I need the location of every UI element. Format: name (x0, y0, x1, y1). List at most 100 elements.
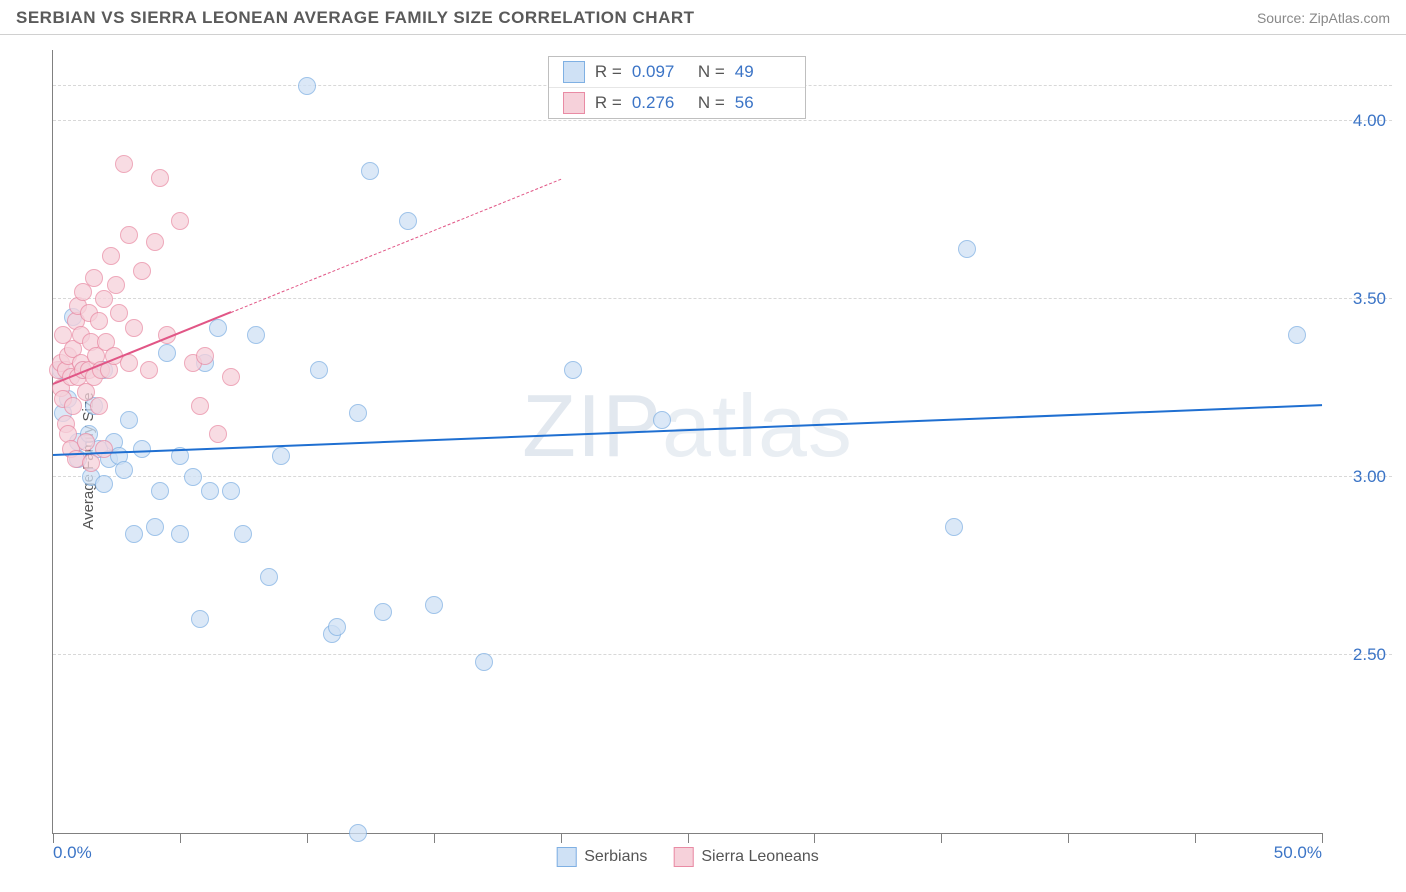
data-point (85, 269, 103, 287)
data-point (310, 361, 328, 379)
n-value: 56 (735, 93, 791, 113)
data-point (272, 447, 290, 465)
n-value: 49 (735, 62, 791, 82)
data-point (146, 518, 164, 536)
legend-item: Sierra Leoneans (673, 847, 818, 867)
chart-area: Average Family Size ZIPatlas 2.503.003.5… (26, 40, 1396, 882)
data-point (425, 596, 443, 614)
data-point (361, 162, 379, 180)
legend-item: Serbians (556, 847, 647, 867)
n-label: N = (698, 62, 725, 82)
data-point (95, 440, 113, 458)
x-tick (53, 833, 54, 843)
y-tick-label: 3.00 (1353, 467, 1386, 487)
series-legend: Serbians Sierra Leoneans (556, 847, 819, 867)
data-point (653, 411, 671, 429)
data-point (64, 397, 82, 415)
chart-header: SERBIAN VS SIERRA LEONEAN AVERAGE FAMILY… (0, 0, 1406, 35)
data-point (115, 461, 133, 479)
data-point (475, 653, 493, 671)
data-point (945, 518, 963, 536)
data-point (125, 319, 143, 337)
r-value: 0.097 (632, 62, 688, 82)
r-label: R = (595, 62, 622, 82)
legend-swatch (563, 61, 585, 83)
x-tick (434, 833, 435, 843)
legend-swatch (563, 92, 585, 114)
legend-label: Sierra Leoneans (701, 848, 818, 866)
r-label: R = (595, 93, 622, 113)
x-tick (180, 833, 181, 843)
data-point (191, 610, 209, 628)
data-point (82, 454, 100, 472)
data-point (146, 233, 164, 251)
trend-line (230, 179, 560, 313)
data-point (1288, 326, 1306, 344)
data-point (133, 440, 151, 458)
y-tick-label: 3.50 (1353, 289, 1386, 309)
trend-line (53, 404, 1322, 456)
x-tick (941, 833, 942, 843)
data-point (120, 226, 138, 244)
source-prefix: Source: (1257, 10, 1309, 26)
gridline (53, 298, 1392, 299)
legend-row: R = 0.097 N = 49 (549, 57, 805, 87)
data-point (222, 368, 240, 386)
legend-label: Serbians (584, 848, 647, 866)
gridline (53, 476, 1392, 477)
x-tick (1068, 833, 1069, 843)
x-tick (561, 833, 562, 843)
data-point (260, 568, 278, 586)
y-tick-label: 2.50 (1353, 645, 1386, 665)
legend-swatch (673, 847, 693, 867)
data-point (95, 290, 113, 308)
x-tick (814, 833, 815, 843)
data-point (120, 411, 138, 429)
r-value: 0.276 (632, 93, 688, 113)
data-point (107, 276, 125, 294)
plot-region: ZIPatlas 2.503.003.504.000.0%50.0%R =0.0… (52, 50, 1322, 834)
data-point (90, 397, 108, 415)
data-point (151, 169, 169, 187)
data-point (90, 312, 108, 330)
data-point (140, 361, 158, 379)
n-label: N = (698, 93, 725, 113)
x-tick (1195, 833, 1196, 843)
data-point (125, 525, 143, 543)
data-point (151, 482, 169, 500)
data-point (196, 347, 214, 365)
data-point (298, 77, 316, 95)
gridline (53, 654, 1392, 655)
y-tick-label: 4.00 (1353, 111, 1386, 131)
data-point (209, 425, 227, 443)
gridline (53, 120, 1392, 121)
data-point (110, 304, 128, 322)
correlation-legend: R = 0.097 N = 49 R = 0.276 N = 56 (548, 56, 806, 119)
data-point (958, 240, 976, 258)
legend-swatch (556, 847, 576, 867)
data-point (171, 212, 189, 230)
data-point (158, 344, 176, 362)
legend-row: R = 0.276 N = 56 (549, 87, 805, 118)
data-point (349, 404, 367, 422)
data-point (184, 468, 202, 486)
data-point (102, 247, 120, 265)
data-point (247, 326, 265, 344)
data-point (234, 525, 252, 543)
data-point (399, 212, 417, 230)
x-tick (1322, 833, 1323, 843)
chart-source: Source: ZipAtlas.com (1257, 10, 1390, 26)
data-point (374, 603, 392, 621)
data-point (564, 361, 582, 379)
x-tick-label: 0.0% (53, 843, 92, 863)
data-point (328, 618, 346, 636)
x-tick-label: 50.0% (1274, 843, 1322, 863)
data-point (201, 482, 219, 500)
chart-title: SERBIAN VS SIERRA LEONEAN AVERAGE FAMILY… (16, 8, 695, 28)
data-point (222, 482, 240, 500)
data-point (120, 354, 138, 372)
data-point (95, 475, 113, 493)
data-point (115, 155, 133, 173)
data-point (171, 525, 189, 543)
data-point (349, 824, 367, 842)
